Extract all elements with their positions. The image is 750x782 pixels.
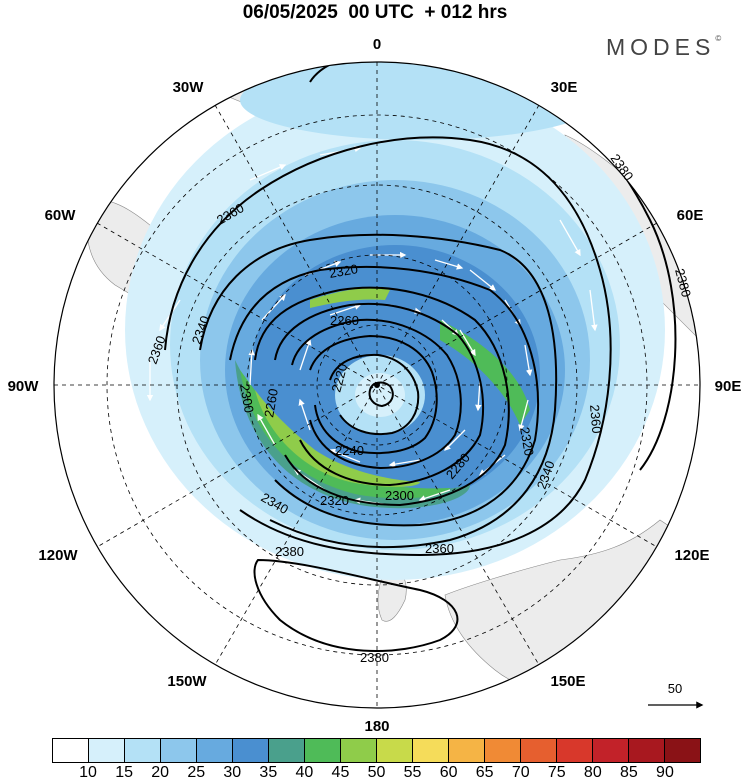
colorbar-swatch (341, 739, 377, 762)
colorbar-label: 75 (547, 764, 566, 781)
colorbar-swatch (161, 739, 197, 762)
colorbar-swatch (629, 739, 665, 762)
colorbar-label: 25 (187, 764, 206, 781)
lon-label-150w: 150W (167, 673, 207, 690)
colorbar-swatch (89, 739, 125, 762)
contour-label: 2260 (261, 387, 281, 418)
colorbar-swatch (269, 739, 305, 762)
colorbar-label: 20 (151, 764, 170, 781)
lon-label-150e: 150E (550, 673, 585, 690)
contour-label: 2220 (328, 362, 350, 394)
contour-label: 2320 (328, 261, 359, 281)
colorbar-label: 80 (583, 764, 602, 781)
colorbar-label: 15 (115, 764, 134, 781)
colorbar-swatch (125, 739, 161, 762)
colorbar-swatch (53, 739, 89, 762)
colorbar-label: 70 (511, 764, 530, 781)
colorbar-label: 55 (403, 764, 422, 781)
contour-label: 2300 (237, 383, 257, 414)
colorbar-swatch (449, 739, 485, 762)
colorbar-swatch (593, 739, 629, 762)
contour-label: 2300 (385, 488, 414, 503)
colorbar-swatch (413, 739, 449, 762)
colorbar-swatch (197, 739, 233, 762)
contour-label: 2360 (587, 404, 604, 434)
colorbar-label: 65 (475, 764, 494, 781)
reference-vector-label: 50 (668, 681, 682, 696)
colorbar-swatch (557, 739, 593, 762)
contour-label: 2320 (320, 493, 349, 508)
map-title: 06/05/2025 00 UTC + 012 hrs (242, 2, 508, 23)
colorbar-label: 50 (367, 764, 386, 781)
colorbar-label: 85 (619, 764, 638, 781)
lon-label-30w: 30W (173, 79, 205, 96)
colorbar-swatch (521, 739, 557, 762)
brand-logo: MODES© (606, 34, 722, 60)
contour-label: 2380 (275, 544, 304, 559)
height-contours (164, 62, 677, 653)
graticule (54, 62, 700, 708)
colorbar-label: 35 (259, 764, 278, 781)
colorbar-label: 45 (331, 764, 350, 781)
colorbar-swatch (233, 739, 269, 762)
colorbar-label: 60 (439, 764, 458, 781)
lon-label-120e: 120E (674, 547, 709, 564)
contour-label: 2240 (335, 443, 364, 458)
lon-label-60e: 60E (677, 207, 704, 224)
polar-map: 0 30E 60E 90E 120E 150E 180 150W 120W 90… (8, 36, 742, 735)
colorbar-swatch (665, 739, 700, 762)
contour-label: 2360 (425, 541, 454, 556)
lon-label-30e: 30E (551, 79, 578, 96)
lon-label-120w: 120W (38, 547, 78, 564)
colorbar-swatch (377, 739, 413, 762)
contour-label: 2260 (330, 313, 359, 328)
contour-label: 2380 (672, 267, 694, 299)
lon-label-60w: 60W (45, 207, 77, 224)
contour-label: 2380 (360, 650, 389, 665)
contour-label: 2320 (517, 426, 537, 457)
colorbar (52, 738, 701, 763)
colorbar-swatch (485, 739, 521, 762)
colorbar-label: 90 (656, 764, 674, 781)
lon-label-90e: 90E (715, 378, 742, 395)
colorbar-label: 10 (79, 764, 97, 781)
colorbar-swatch (305, 739, 341, 762)
colorbar-label: 40 (295, 764, 314, 781)
lon-label-0: 0 (373, 36, 381, 53)
colorbar-label: 30 (223, 764, 242, 781)
lon-label-90w: 90W (8, 378, 40, 395)
lon-label-180: 180 (364, 718, 389, 735)
